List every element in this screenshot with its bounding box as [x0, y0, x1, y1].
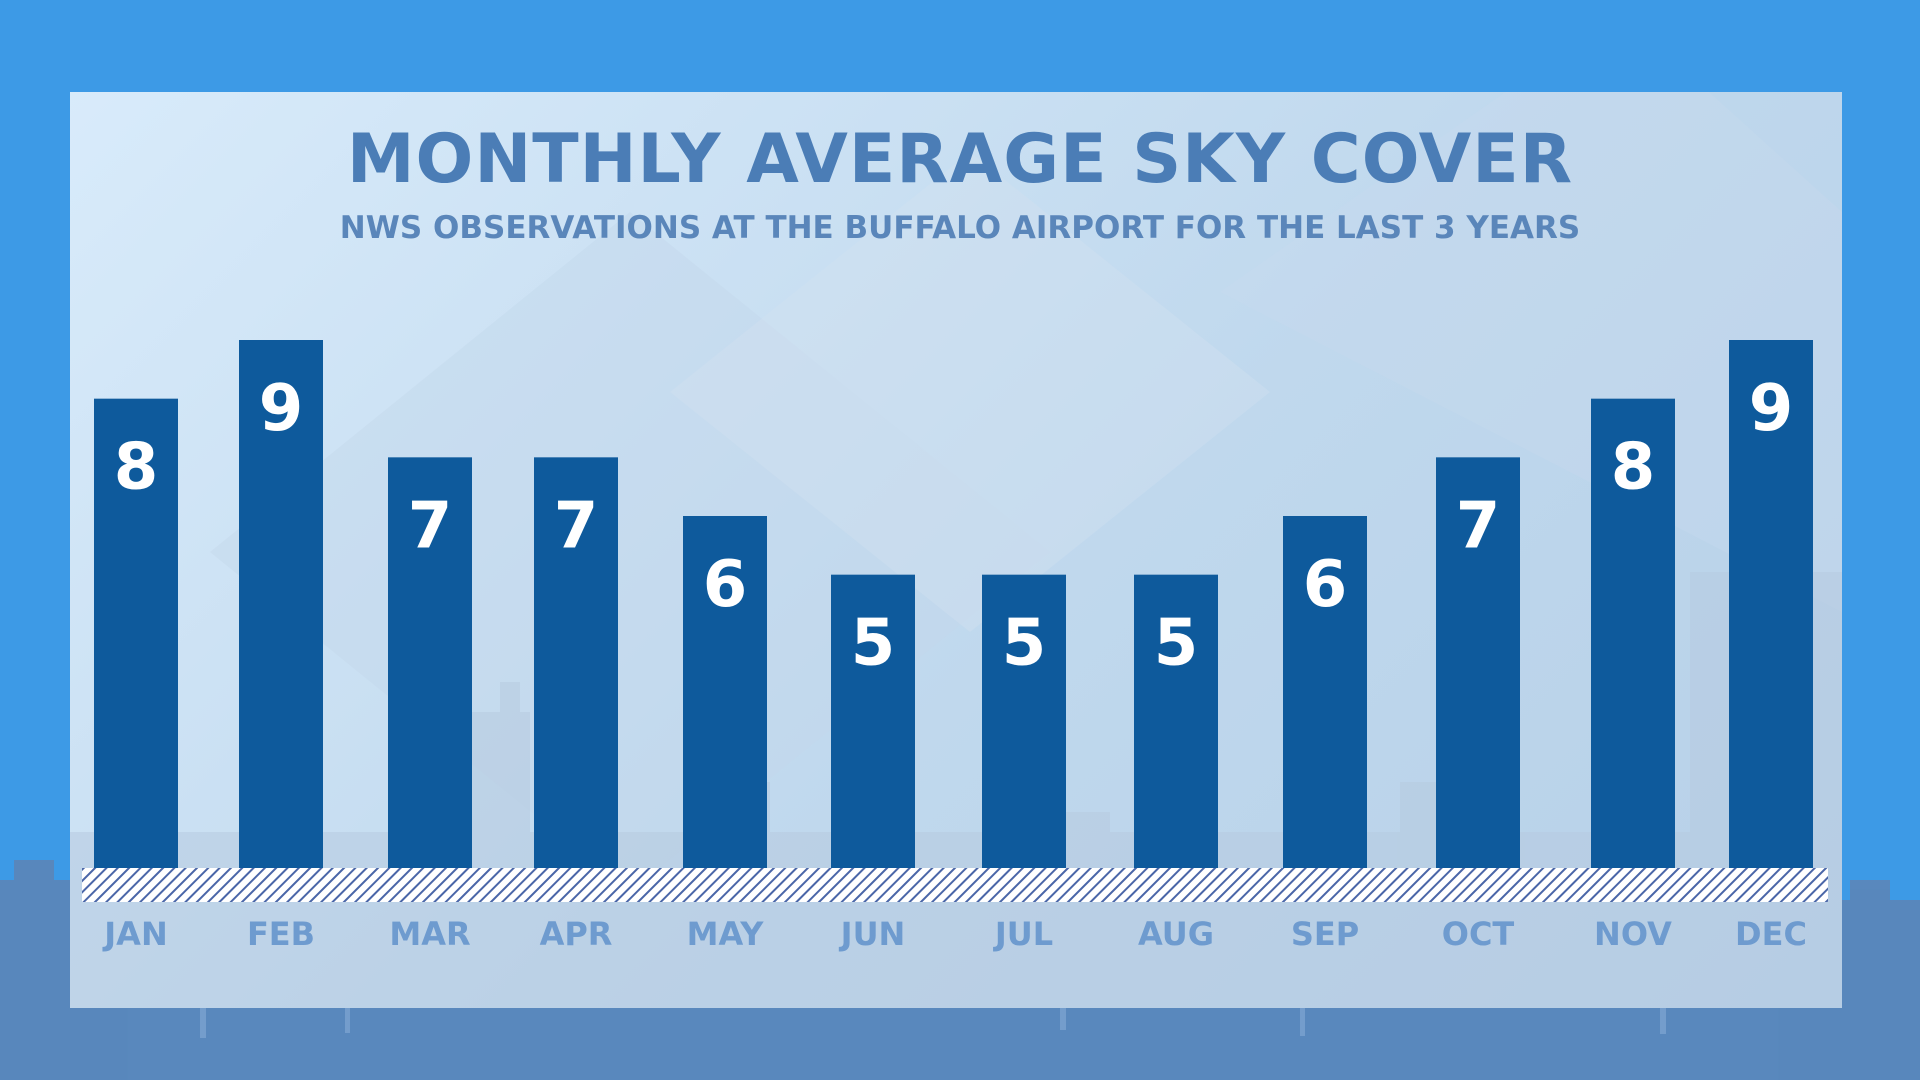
tick-label-jul: JUL	[993, 915, 1053, 953]
tick-label-sep: SEP	[1291, 915, 1359, 953]
value-label-jan: 8	[114, 431, 159, 505]
tick-label-jun: JUN	[839, 915, 906, 953]
bar-may	[683, 516, 767, 868]
bar-aug	[1134, 574, 1218, 868]
baseline-hatch	[82, 868, 1828, 902]
bar-nov	[1591, 398, 1675, 868]
tick-label-apr: APR	[540, 915, 613, 953]
bar-apr	[534, 457, 618, 868]
bar-oct	[1436, 457, 1520, 868]
value-label-sep: 6	[1303, 548, 1348, 622]
value-label-nov: 8	[1611, 431, 1656, 505]
chart-title: MONTHLY AVERAGE SKY COVER	[346, 120, 1574, 199]
value-label-oct: 7	[1456, 489, 1501, 563]
value-label-may: 6	[703, 548, 748, 622]
bar-dec	[1729, 340, 1813, 868]
bar-jan	[94, 398, 178, 868]
tick-label-jan: JAN	[102, 915, 167, 953]
tick-label-mar: MAR	[389, 915, 470, 953]
tick-label-aug: AUG	[1138, 915, 1214, 953]
value-label-mar: 7	[408, 489, 453, 563]
value-label-aug: 5	[1154, 607, 1199, 681]
tick-label-dec: DEC	[1735, 915, 1807, 953]
tick-label-nov: NOV	[1594, 915, 1672, 953]
value-label-jul: 5	[1002, 607, 1047, 681]
chart-subtitle: NWS OBSERVATIONS AT THE BUFFALO AIRPORT …	[339, 210, 1581, 246]
value-label-feb: 9	[259, 372, 304, 446]
bar-jul	[982, 574, 1066, 868]
bar-feb	[239, 340, 323, 868]
bar-jun	[831, 574, 915, 868]
tick-label-may: MAY	[687, 915, 765, 953]
value-label-dec: 9	[1749, 372, 1794, 446]
value-label-apr: 7	[554, 489, 599, 563]
tick-label-oct: OCT	[1442, 915, 1515, 953]
bar-sep	[1283, 516, 1367, 868]
chart-panel	[70, 92, 1842, 1008]
bar-mar	[388, 457, 472, 868]
tick-label-feb: FEB	[247, 915, 315, 953]
value-label-jun: 5	[851, 607, 896, 681]
